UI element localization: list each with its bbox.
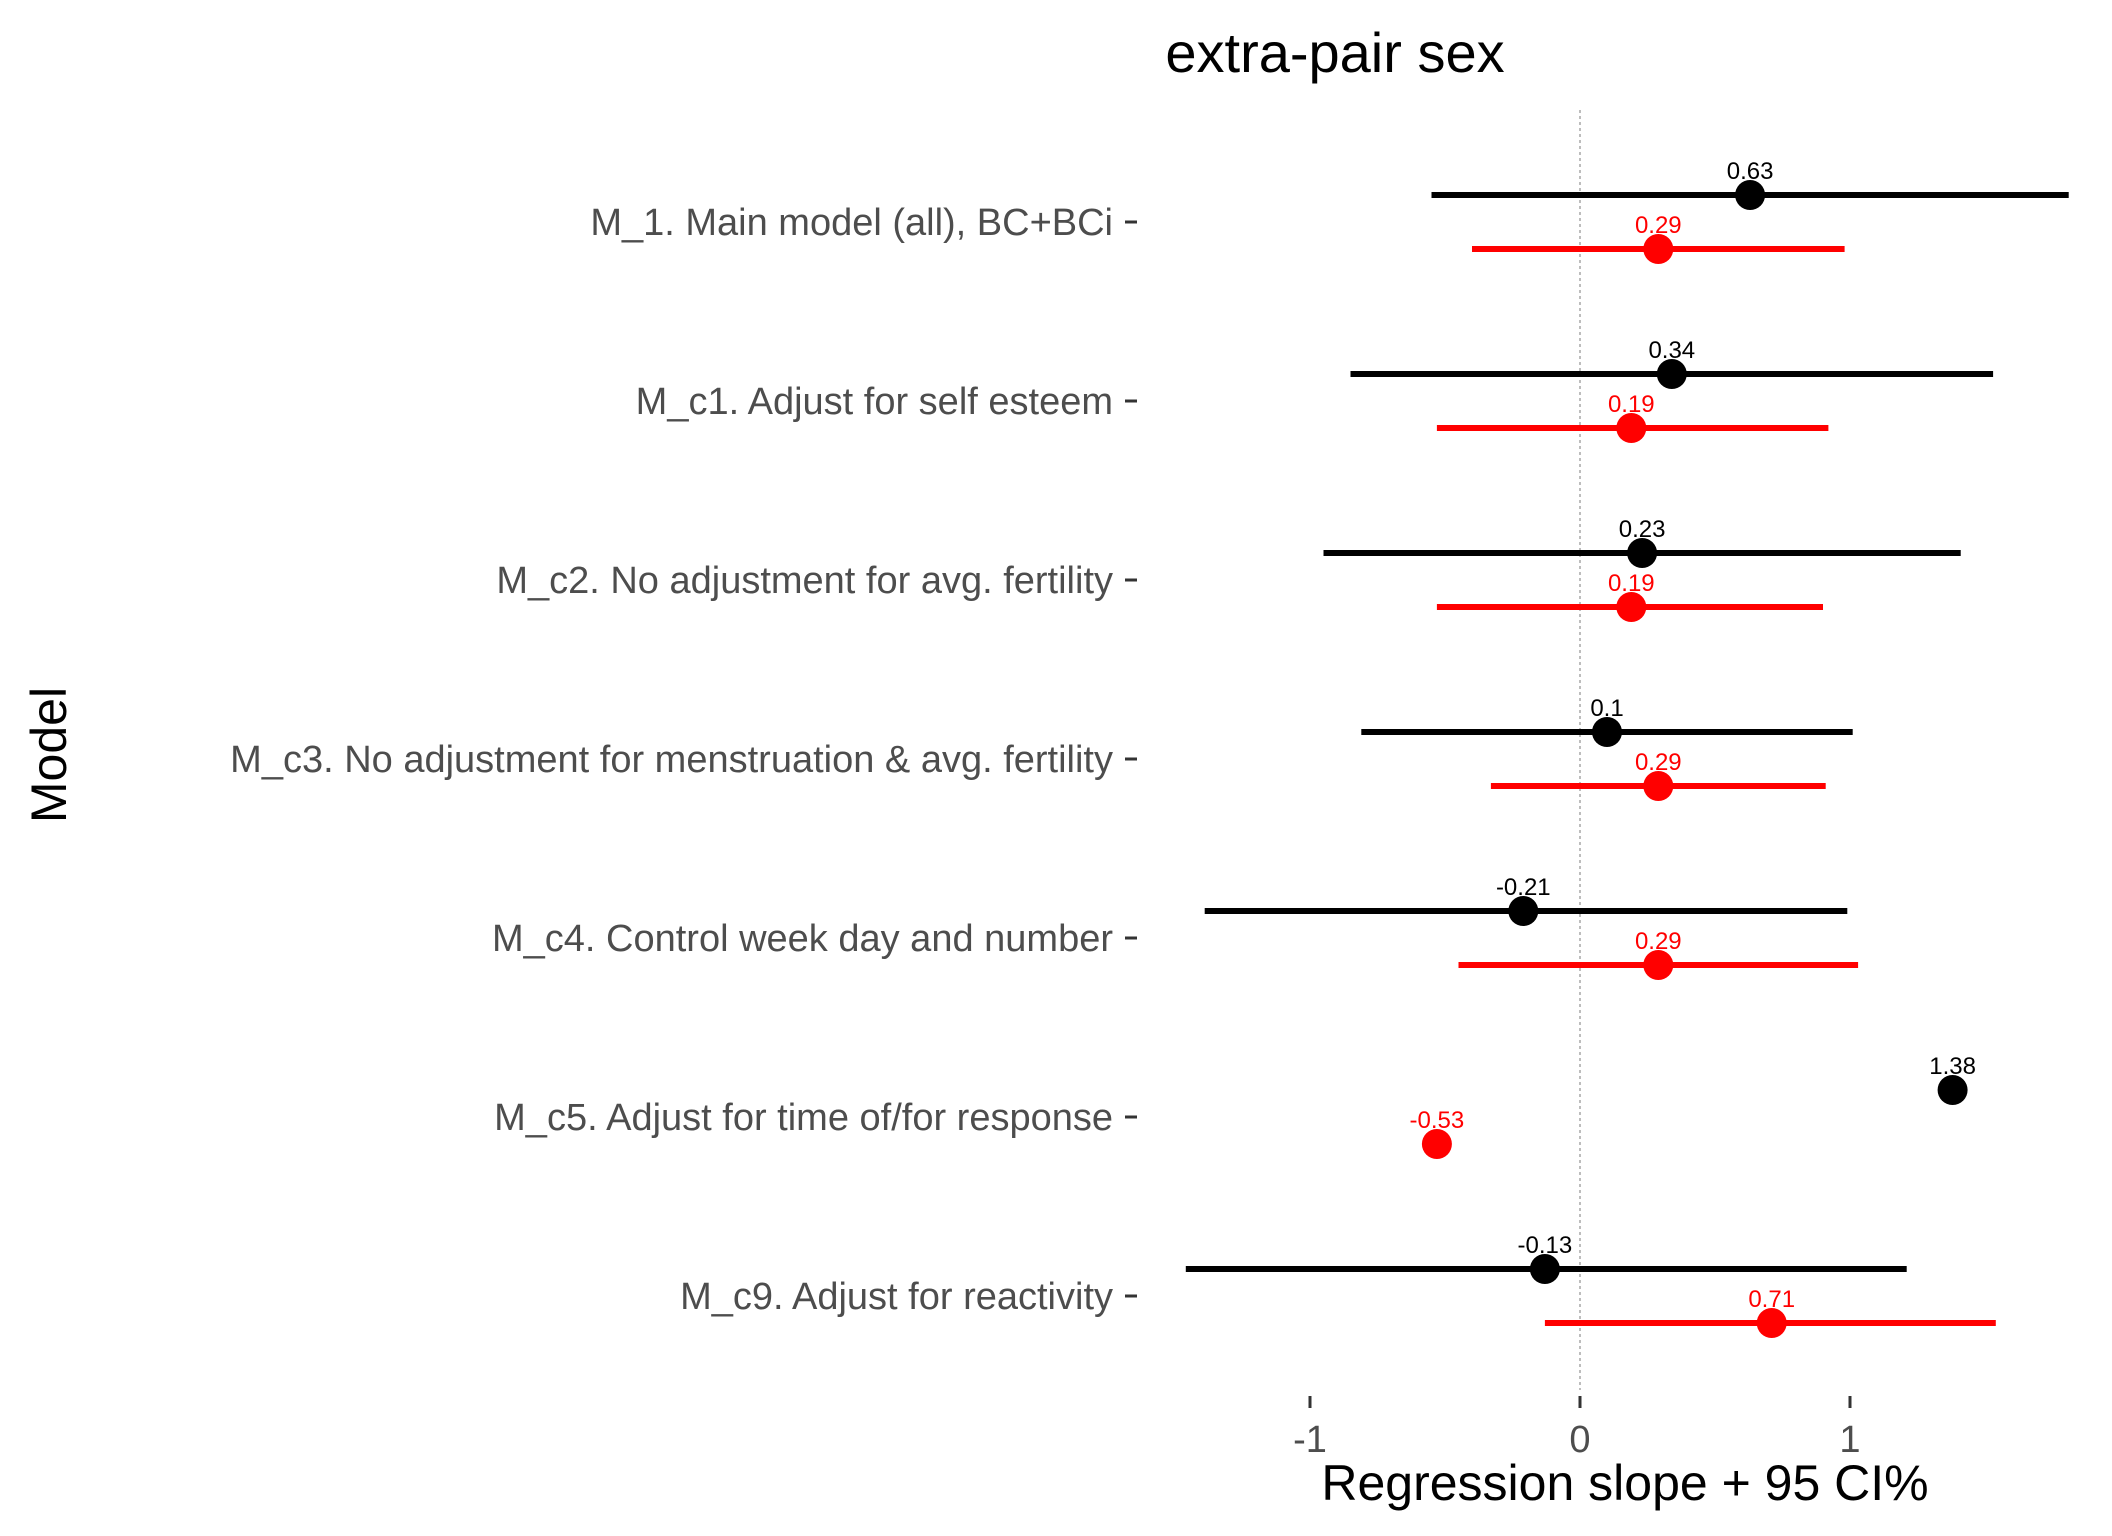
y-axis-title: Model [21, 687, 77, 823]
estimate-point [1616, 592, 1647, 622]
x-tick-label: 1 [1839, 1419, 1860, 1461]
estimate-value-label: 0.1 [1590, 695, 1623, 722]
estimate-value-label: 0.29 [1635, 749, 1682, 776]
estimate-value-label: 0.29 [1635, 212, 1682, 239]
estimate-point [1643, 771, 1674, 801]
x-axis-title: Regression slope + 95 CI% [1321, 1455, 1928, 1511]
chart-title: extra-pair sex [1165, 21, 1504, 84]
estimate-point [1592, 717, 1622, 747]
estimate-value-label: 0.19 [1608, 391, 1655, 418]
estimate-point [1616, 413, 1647, 443]
estimate-point [1643, 234, 1674, 264]
estimate-value-label: 0.19 [1608, 570, 1655, 597]
estimate-point [1643, 950, 1674, 980]
estimate-point [1421, 1129, 1452, 1159]
estimate-value-label: -0.21 [1496, 874, 1551, 901]
y-tick-label: M_c4. Control week day and number [492, 918, 1113, 960]
y-tick-label: M_c9. Adjust for reactivity [680, 1276, 1113, 1318]
estimate-value-label: 0.23 [1619, 516, 1666, 543]
estimate-point [1656, 359, 1687, 389]
estimate-value-label: 0.63 [1727, 158, 1774, 185]
x-tick-label: 0 [1569, 1419, 1590, 1461]
estimate-point [1508, 896, 1539, 926]
y-tick-label: M_1. Main model (all), BC+BCi [590, 202, 1113, 244]
estimate-value-label: -0.13 [1518, 1232, 1573, 1259]
estimate-point [1937, 1075, 1968, 1105]
plot-area: M_1. Main model (all), BC+BCi M_c1. Adjus… [230, 110, 2069, 1461]
y-tick-label: M_c3. No adjustment for menstruation & a… [230, 739, 1113, 781]
estimate-point [1735, 180, 1766, 210]
estimate-value-label: -0.53 [1410, 1107, 1465, 1134]
y-tick-label: M_c1. Adjust for self esteem [636, 381, 1113, 423]
x-tick-label: -1 [1293, 1419, 1327, 1461]
estimate-value-label: 0.71 [1748, 1286, 1795, 1313]
estimate-point [1627, 538, 1658, 568]
estimate-point [1756, 1308, 1787, 1338]
estimate-point [1529, 1254, 1560, 1284]
estimate-value-label: 1.38 [1929, 1053, 1976, 1080]
estimate-value-label: 0.29 [1635, 928, 1682, 955]
y-tick-label: M_c5. Adjust for time of/for response [494, 1097, 1113, 1139]
y-tick-label: M_c2. No adjustment for avg. fertility [496, 560, 1113, 602]
estimate-value-label: 0.34 [1648, 337, 1695, 364]
